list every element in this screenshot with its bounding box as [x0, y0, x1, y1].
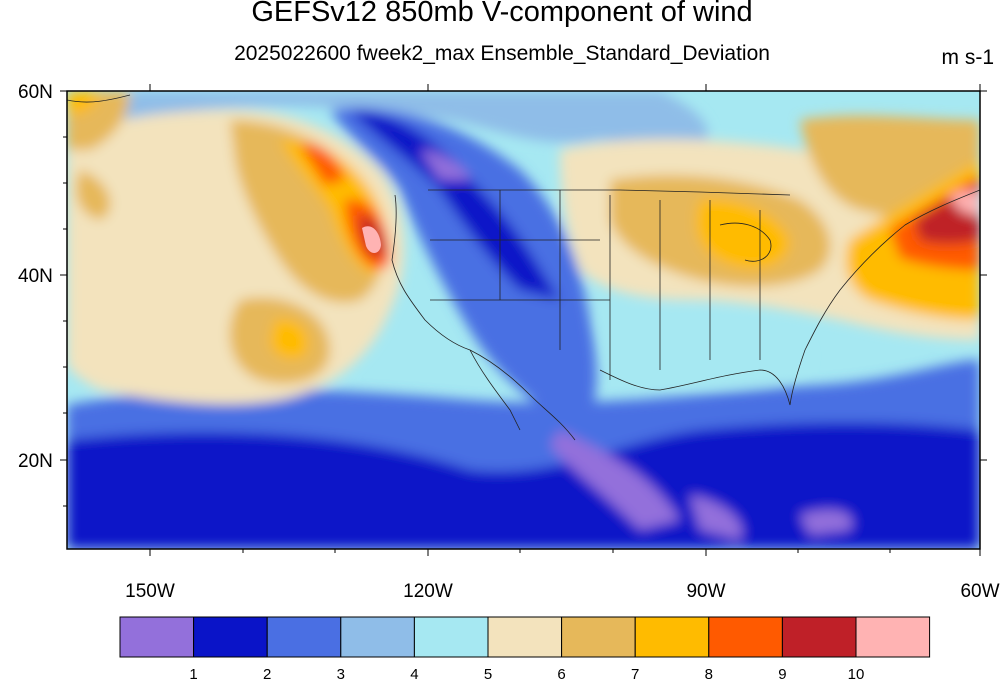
colorbar-label: 9 — [778, 666, 786, 683]
lon-label-60w: 60W — [960, 581, 999, 602]
colorbar-label: 8 — [705, 666, 713, 683]
colorbar-swatch — [193, 616, 268, 658]
colorbar-label: 10 — [848, 666, 865, 683]
units-label: m s-1 — [941, 46, 995, 69]
colorbar-swatch — [413, 616, 489, 658]
lat-label-40n: 40N — [18, 266, 53, 287]
colorbar-swatch — [561, 616, 636, 658]
colorbar-swatch — [855, 616, 931, 658]
lon-label-150w: 150W — [125, 581, 175, 602]
lat-label-20n: 20N — [18, 451, 53, 472]
lon-label-120w: 120W — [403, 581, 453, 602]
colorbar-swatch — [487, 616, 563, 658]
colorbar-label: 2 — [263, 666, 271, 683]
map-title: GEFSv12 850mb V-component of wind — [251, 0, 753, 28]
colorbar-swatch — [340, 616, 415, 658]
colorbar-label: 4 — [410, 666, 418, 683]
map-frame — [66, 90, 981, 550]
lon-label-90w: 90W — [686, 581, 725, 602]
map-subtitle: 2025022600 fweek2_max Ensemble_Standard_… — [234, 42, 770, 65]
tick-marks — [60, 84, 987, 556]
colorbar-label: 5 — [484, 666, 492, 683]
colorbar-swatch — [708, 616, 783, 658]
colorbar-label: 3 — [337, 666, 345, 683]
colorbar-label: 6 — [557, 666, 565, 683]
colorbar-swatch — [634, 616, 710, 658]
lat-label-60n: 60N — [18, 82, 53, 103]
colorbar-label: 1 — [189, 666, 197, 683]
colorbar-swatch — [781, 616, 857, 658]
colorbar-swatch — [266, 616, 342, 658]
wind-std-field — [67, 91, 980, 549]
colorbar: 1 2 3 4 5 6 7 8 9 10 — [119, 616, 931, 683]
colorbar-label: 7 — [631, 666, 639, 683]
coastlines — [67, 94, 980, 441]
colorbar-swatch — [119, 616, 195, 658]
